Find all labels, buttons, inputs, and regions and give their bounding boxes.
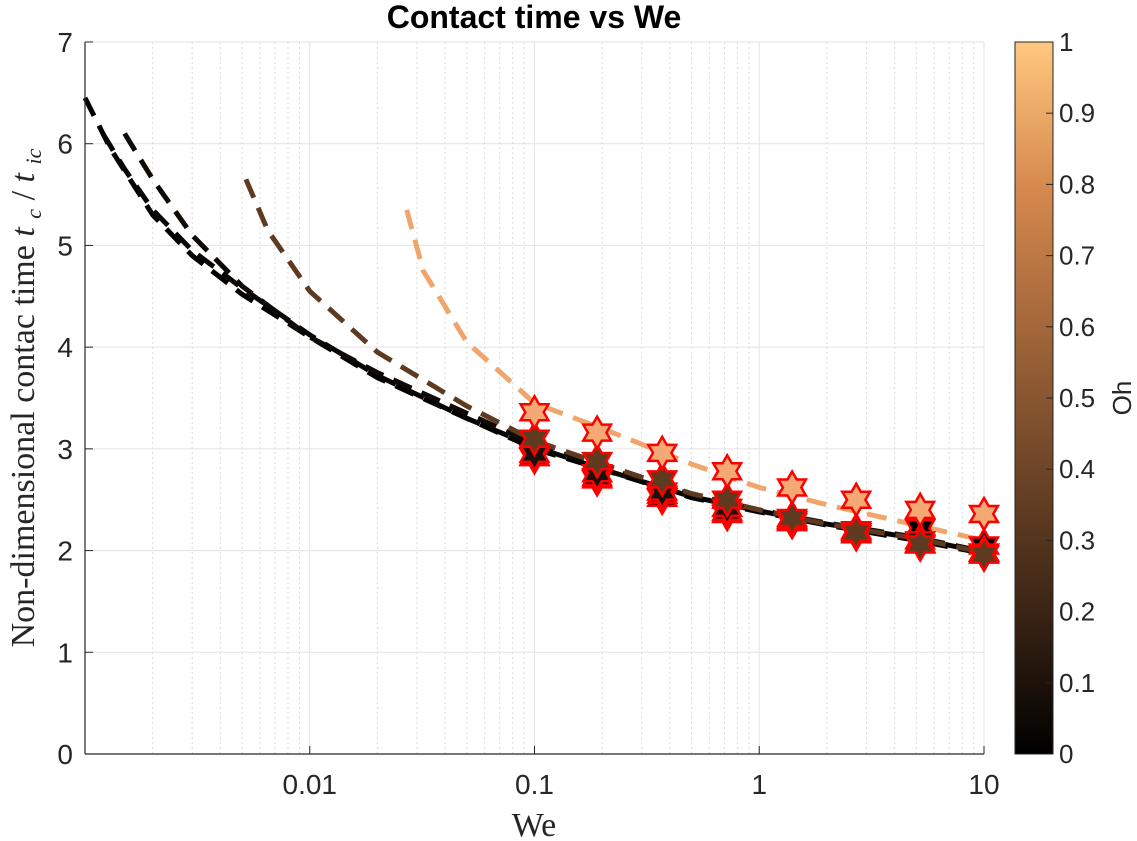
x-tick-label: 0.1	[515, 769, 554, 800]
y-axis-label-sub2: ic	[21, 148, 46, 164]
colorbar-tick-label: 1	[1059, 27, 1073, 57]
y-tick-label: 7	[57, 27, 73, 58]
y-axis-label-t2: t	[5, 171, 42, 182]
y-tick-label: 4	[57, 332, 73, 363]
y-tick-label: 1	[57, 637, 73, 668]
colorbar-tick-label: 0.6	[1059, 312, 1095, 342]
y-axis-label: Non-dimensional contac time t c / t ic	[5, 148, 49, 647]
y-axis-label-slash: /	[5, 190, 42, 200]
simulation-point	[776, 468, 809, 507]
x-tick-label: 10	[968, 769, 999, 800]
colorbar-tick-label: 0.1	[1059, 668, 1095, 698]
colorbar-tick-label: 0.3	[1059, 525, 1095, 555]
colorbar: 0 0.1 0.2 0.3 0.4 0.5 0.6 0.7 0.8 0.9 1 Oh	[1014, 27, 1137, 769]
simulation-point	[840, 513, 873, 551]
simulation-point	[646, 460, 679, 498]
colorbar-ticks: 0 0.1 0.2 0.3 0.4 0.5 0.6 0.7 0.8 0.9 1	[1046, 27, 1095, 769]
colorbar-tick-label: 0.2	[1059, 597, 1095, 627]
y-axis-label-sub1: c	[21, 209, 46, 219]
colorbar-tick-label: 0.9	[1059, 98, 1095, 128]
simulation-point	[581, 442, 614, 480]
y-tick-label: 6	[57, 129, 73, 160]
model-curve-line	[404, 209, 985, 543]
simulation-point	[711, 452, 744, 490]
x-tick-label: 1	[751, 769, 767, 800]
y-tick-label: 5	[57, 230, 73, 261]
y-axis-label-t1: t	[5, 226, 42, 237]
colorbar-tick-label: 0	[1059, 739, 1073, 769]
simulation-point	[776, 499, 809, 537]
simulation-point	[967, 536, 1001, 574]
grid-lines	[85, 41, 985, 755]
y-tick-label: 3	[57, 434, 73, 465]
simulation-point	[518, 393, 551, 431]
colorbar-tick-label: 0.5	[1059, 383, 1095, 413]
x-tick-label: 0.01	[283, 769, 338, 800]
axes-frame	[84, 41, 985, 755]
simulation-point	[967, 495, 1001, 533]
chart-title: Contact time vs We	[387, 0, 682, 35]
simulation-point	[840, 481, 873, 519]
simulation-point	[646, 434, 679, 472]
simulation-point	[581, 414, 614, 452]
colorbar-tick-label: 0.4	[1059, 454, 1095, 484]
simulation-markers	[518, 393, 1001, 574]
y-tick-label: 2	[57, 536, 73, 567]
colorbar-tick-label: 0.8	[1059, 169, 1095, 199]
colorbar-tick-label: 0.7	[1059, 241, 1095, 271]
y-tick-label: 0	[57, 739, 73, 770]
simulation-point	[904, 525, 937, 564]
x-axis-label: We	[512, 807, 556, 841]
tick-labels: 0.01 0.1 1 10 0 1 2 3 4 5 6 7	[57, 27, 999, 800]
simulation-point	[518, 420, 551, 458]
simulation-point	[904, 491, 937, 529]
colorbar-label: Oh	[1107, 381, 1137, 416]
simulation-point	[711, 481, 744, 519]
y-axis-label-text: Non-dimensional contac time	[5, 237, 42, 648]
